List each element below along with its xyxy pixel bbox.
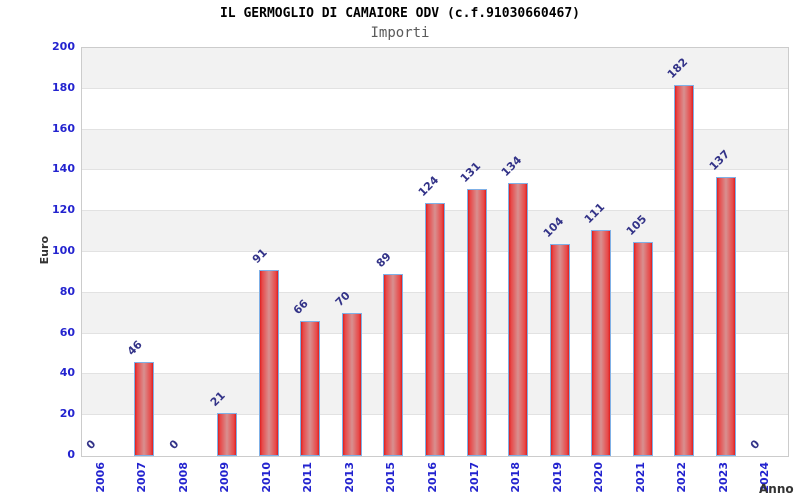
- bar-2022: [674, 84, 695, 456]
- bar-value-label: 0: [748, 437, 763, 452]
- x-tick-label: 2015: [384, 462, 398, 493]
- bar-2019: [549, 243, 570, 456]
- y-tick-label: 200: [52, 40, 75, 53]
- x-tick-label: 2009: [218, 462, 232, 493]
- x-tick-label: 2023: [716, 462, 730, 493]
- x-tick-label: 2010: [259, 462, 273, 493]
- x-tick-label: 2021: [633, 462, 647, 493]
- bar-2023: [715, 176, 736, 456]
- y-tick-label: 180: [52, 80, 75, 94]
- x-tick-label: 2017: [467, 462, 481, 493]
- plot-band: [82, 129, 788, 171]
- bar-value-label: 89: [374, 250, 395, 271]
- chart-title: IL GERMOGLIO DI CAMAIORE ODV (c.f.910306…: [219, 6, 581, 21]
- bar-2009: [217, 413, 238, 456]
- x-tick-label: 2007: [135, 462, 149, 493]
- bar-2017: [466, 188, 487, 456]
- bar-2013: [341, 313, 362, 456]
- bar-2011: [300, 321, 321, 456]
- bar-value-label: 0: [83, 437, 99, 452]
- bar-2007: [134, 362, 155, 456]
- y-tick-label: 40: [59, 366, 75, 380]
- x-tick-label: 2008: [176, 462, 190, 493]
- gridline: [82, 128, 788, 130]
- x-tick-label: 2011: [301, 462, 315, 493]
- bar-value-label: 0: [166, 437, 182, 452]
- chart-subtitle: Importi: [370, 25, 430, 41]
- x-tick-label: 2013: [342, 462, 356, 493]
- bar-2021: [632, 241, 653, 456]
- x-tick-label: 2016: [426, 462, 439, 493]
- y-tick-label: 140: [52, 162, 75, 176]
- gridline: [82, 87, 788, 89]
- bar-2020: [591, 229, 612, 456]
- bar-2015: [383, 274, 404, 456]
- plot-band: [82, 48, 788, 89]
- x-tick-label: 2020: [592, 462, 606, 493]
- gridline: [82, 169, 788, 171]
- plot-area: 0 46 0 21 91 66 70 89 124 131 134 104 111 105 182 137 0: [81, 47, 789, 457]
- x-tick-label: 2019: [550, 462, 564, 493]
- bar-value-label: 124: [415, 173, 442, 200]
- bar-2018: [508, 182, 529, 456]
- y-tick-label: 60: [59, 325, 75, 339]
- bar-2016: [425, 203, 445, 456]
- x-axis-title: Anno: [759, 482, 794, 496]
- y-tick-label: 80: [59, 284, 75, 298]
- x-tick-label: 2022: [675, 462, 689, 493]
- x-tick-label: 2018: [509, 462, 523, 493]
- y-tick-label: 120: [52, 203, 75, 217]
- y-tick-label: 100: [52, 244, 75, 257]
- bar-2010: [258, 270, 279, 456]
- y-tick-label: 20: [59, 407, 75, 421]
- y-tick-label: 0: [67, 448, 75, 461]
- y-axis-title: Euro: [38, 236, 51, 265]
- y-tick-label: 160: [52, 121, 75, 135]
- bar-value-label: 46: [125, 338, 146, 359]
- x-tick-label: 2006: [93, 462, 107, 493]
